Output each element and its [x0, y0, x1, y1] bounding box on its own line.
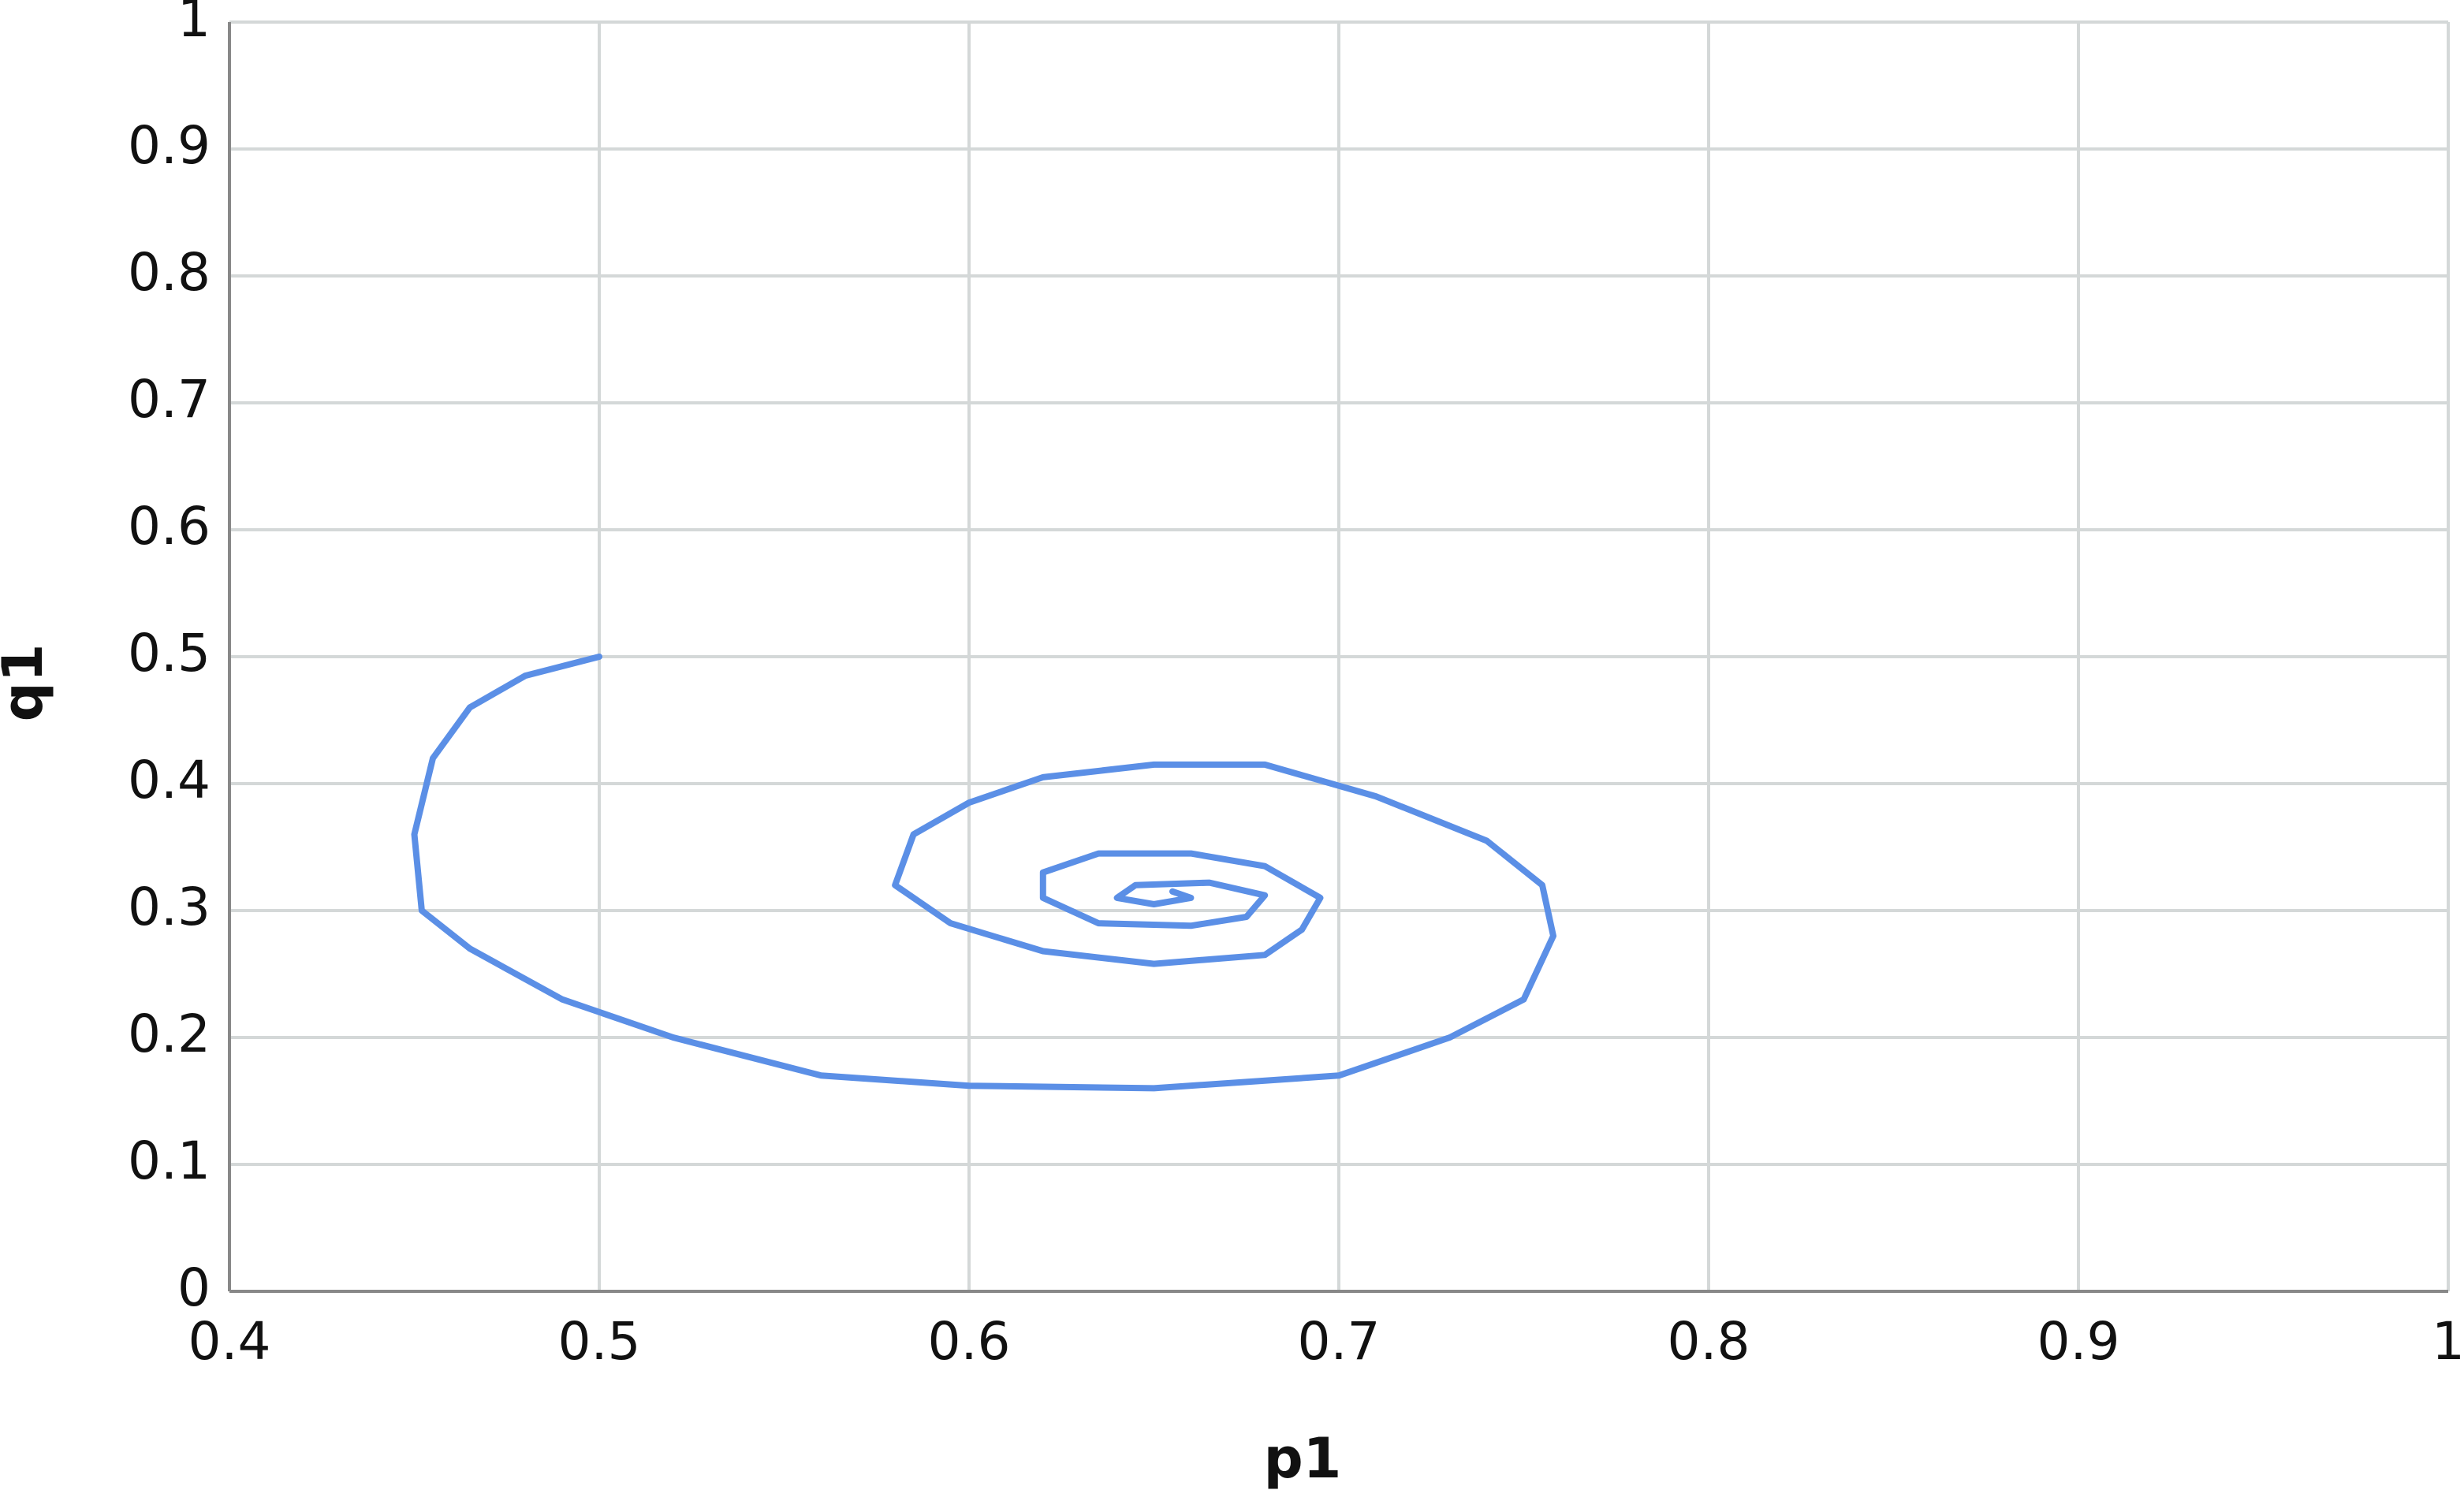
x-tick-label: 0.4: [188, 1311, 271, 1372]
x-tick-label: 0.8: [1668, 1311, 1750, 1372]
y-tick-label: 1: [177, 0, 211, 49]
y-tick-label: 0.5: [128, 623, 211, 684]
x-tick-label: 0.6: [928, 1311, 1011, 1372]
y-tick-label: 0.2: [128, 1004, 211, 1064]
y-tick-label: 0.9: [128, 115, 211, 176]
y-tick-label: 0.3: [128, 877, 211, 937]
y-tick-label: 0.4: [128, 750, 211, 810]
y-tick-label: 0.6: [128, 496, 211, 557]
x-tick-label: 0.7: [1298, 1311, 1381, 1372]
line: [411, 654, 1556, 1092]
y-tick-label: 0: [177, 1257, 211, 1318]
y-tick-label: 0.7: [128, 369, 211, 430]
y-tick-label: 0.1: [128, 1131, 211, 1191]
x-tick-label: 1: [2432, 1311, 2464, 1372]
y-tick-label: 0.8: [128, 242, 211, 303]
x-axis-title: p1: [1264, 1426, 1342, 1490]
x-tick-label: 0.9: [2037, 1311, 2120, 1372]
y-axis-title: q1: [0, 644, 55, 722]
x-tick-label: 0.5: [558, 1311, 641, 1372]
